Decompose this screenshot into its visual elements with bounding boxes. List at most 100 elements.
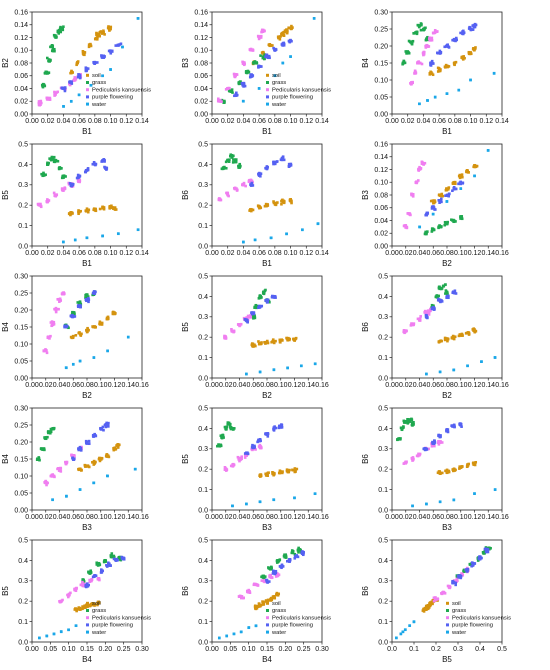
- point-purple-flowering: [473, 562, 477, 565]
- point-pedicularis-kansuensis: [231, 463, 235, 466]
- x-tick-label: 0.16: [135, 382, 149, 389]
- point-purple-flowering: [100, 568, 103, 571]
- point-grass: [227, 160, 231, 163]
- point-purple-flowering: [294, 555, 297, 558]
- point-grass: [416, 23, 420, 27]
- point-soil: [73, 608, 77, 611]
- point-purple-flowering: [84, 169, 88, 172]
- point-soil: [101, 31, 105, 35]
- point-purple-flowering: [274, 569, 278, 573]
- point-pedicularis-kansuensis: [256, 34, 260, 38]
- point-grass: [78, 302, 81, 305]
- y-tick-label: 0.08: [14, 60, 28, 67]
- point-purple-flowering: [91, 434, 95, 437]
- point-grass: [61, 26, 64, 30]
- point-pedicularis-kansuensis: [428, 36, 431, 40]
- point-water: [77, 93, 81, 97]
- point-soil: [248, 209, 251, 212]
- point-pedicularis-kansuensis: [48, 98, 52, 101]
- point-purple-flowering: [257, 306, 260, 310]
- legend-label: soil: [92, 601, 101, 607]
- point-pedicularis-kansuensis: [254, 582, 257, 586]
- legend-label: grass: [272, 608, 286, 614]
- point-grass: [238, 82, 241, 85]
- point-grass: [229, 154, 232, 158]
- legend-label: purple flowering: [452, 623, 493, 629]
- point-water: [85, 236, 89, 240]
- chart-panel-13: 0.00 0.05 0.10 0.15 0.20 0.25 0.30 0.0 0.1 0.2 0.3…: [1, 537, 151, 664]
- point-soil: [83, 51, 87, 54]
- point-grass: [297, 551, 300, 554]
- point-soil: [271, 44, 274, 47]
- x-tick-label: 0.10: [454, 514, 468, 521]
- x-tick-label: 0.04: [413, 382, 427, 389]
- y-tick-label: 0.30: [14, 273, 28, 280]
- point-purple-flowering: [440, 300, 444, 303]
- point-pedicularis-kansuensis: [413, 69, 417, 73]
- point-pedicularis-kansuensis: [249, 314, 252, 317]
- point-soil: [102, 207, 106, 211]
- point-purple-flowering: [425, 448, 429, 451]
- point-pedicularis-kansuensis: [248, 178, 251, 182]
- x-tick-label: 0.10: [454, 250, 468, 257]
- y-tick-label: 0.0: [198, 639, 208, 646]
- point-grass: [49, 430, 53, 434]
- x-tick-label: 0.30: [135, 646, 149, 653]
- point-soil: [91, 325, 95, 329]
- legend-swatch: [266, 73, 269, 77]
- point-pedicularis-kansuensis: [460, 573, 464, 577]
- y-tick-label: 0.00: [374, 243, 388, 250]
- point-soil: [259, 603, 263, 607]
- x-tick-label: 0.14: [121, 514, 135, 521]
- point-purple-flowering: [434, 208, 437, 211]
- y-tick-label: 0.0: [18, 639, 28, 646]
- point-purple-flowering: [275, 160, 278, 164]
- y-tick-label: 0.00: [14, 111, 28, 118]
- point-purple-flowering: [431, 205, 434, 209]
- legend-swatch: [266, 609, 269, 612]
- point-purple-flowering: [84, 439, 88, 443]
- point-grass: [223, 425, 227, 429]
- y-tick-label: 0.4: [198, 294, 208, 301]
- point-purple-flowering: [258, 438, 262, 442]
- point-soil: [278, 37, 282, 41]
- point-pedicularis-kansuensis: [448, 586, 451, 590]
- point-purple-flowering: [479, 556, 483, 560]
- point-purple-flowering: [68, 182, 72, 185]
- point-purple-flowering: [233, 94, 236, 98]
- point-soil: [84, 209, 88, 213]
- x-tick-label: 0.14: [495, 118, 509, 125]
- x-tick-label: 0.25: [117, 646, 131, 653]
- point-pedicularis-kansuensis: [63, 292, 66, 295]
- point-water: [253, 238, 257, 242]
- point-soil: [98, 207, 102, 211]
- point-soil: [83, 463, 87, 467]
- point-grass: [49, 158, 53, 162]
- point-purple-flowering: [250, 73, 253, 76]
- point-grass: [40, 172, 43, 176]
- legend-label: grass: [92, 80, 106, 86]
- chart-panel-6: 0.00 0.02 0.04 0.06 0.08 0.10 0.12 0.14 0.160.00…: [361, 141, 509, 268]
- point-purple-flowering: [455, 36, 458, 40]
- y-tick-label: 0.2: [198, 467, 208, 474]
- point-soil: [262, 602, 266, 606]
- x-tick-label: 0.00: [385, 382, 399, 389]
- x-axis-label: B2: [442, 259, 452, 268]
- point-grass: [263, 53, 266, 56]
- y-tick-label: 0.15: [374, 60, 388, 67]
- x-tick-label: 0.00: [385, 250, 399, 257]
- point-water: [473, 174, 476, 178]
- point-soil: [105, 454, 109, 458]
- point-pedicularis-kansuensis: [251, 48, 255, 51]
- point-grass: [61, 174, 65, 178]
- point-soil: [112, 207, 115, 211]
- point-pedicularis-kansuensis: [410, 192, 414, 196]
- point-purple-flowering: [87, 442, 91, 446]
- point-pedicularis-kansuensis: [262, 579, 266, 582]
- point-purple-flowering: [451, 189, 454, 193]
- point-purple-flowering: [445, 296, 448, 299]
- y-tick-label: 0.1: [198, 223, 208, 230]
- x-tick-label: 0.06: [426, 382, 440, 389]
- point-water: [89, 83, 93, 87]
